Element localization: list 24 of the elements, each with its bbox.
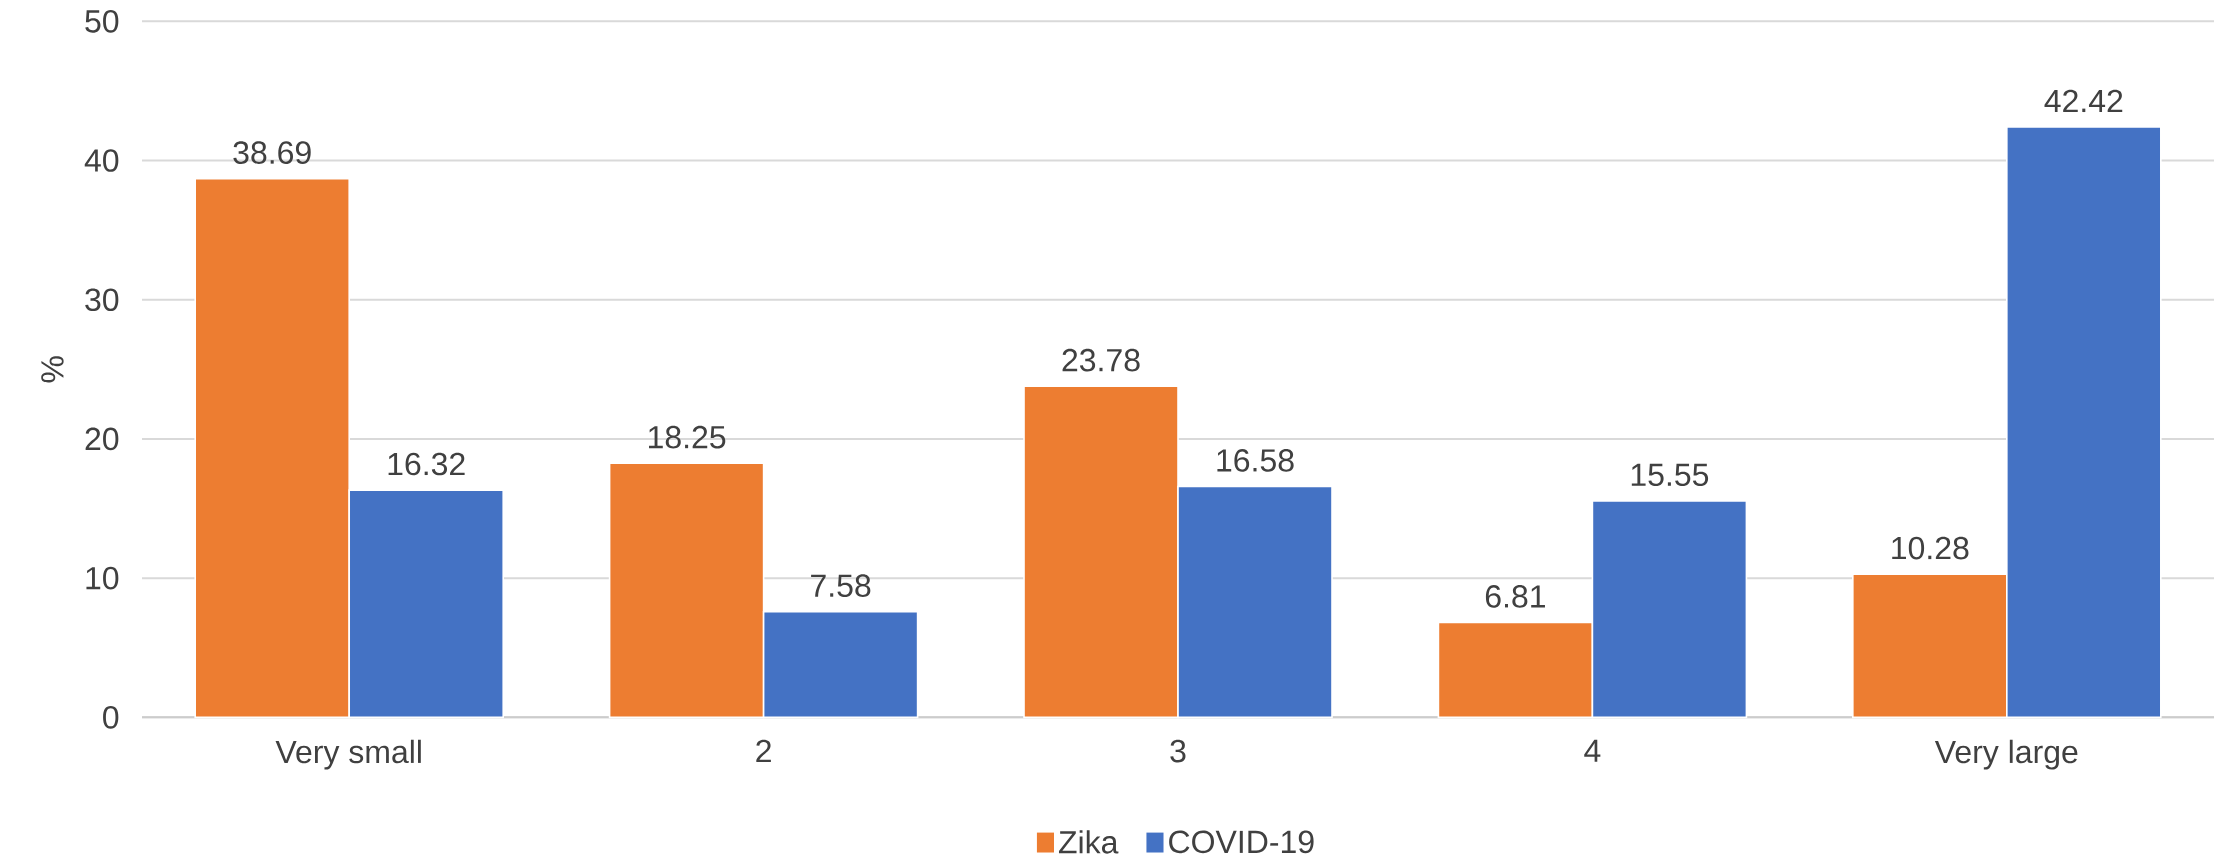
y-axis-title: % [41, 356, 64, 383]
data-label: 7.58 [811, 574, 871, 598]
y-tick-label: 10 [86, 566, 119, 590]
y-tick-label: 40 [84, 149, 119, 172]
x-tick-label: Very large [1934, 739, 2078, 770]
x-tick-label: 4 [1584, 739, 1601, 762]
legend-label: COVID-19 [1169, 830, 1314, 854]
data-label: 42.42 [2044, 89, 2123, 113]
data-label: 15.55 [1631, 463, 1709, 487]
data-label: 16.32 [388, 452, 465, 476]
data-label: 38.69 [233, 141, 311, 165]
x-tick-label: 3 [1170, 739, 1186, 763]
data-label: 16.58 [1217, 449, 1294, 472]
y-tick-label: 0 [103, 706, 119, 729]
y-tick-label: 20 [85, 427, 119, 451]
y-tick-label: 50 [85, 10, 119, 33]
data-label: 23.78 [1062, 348, 1140, 372]
y-tick-label: 30 [85, 288, 119, 312]
data-label: 10.28 [1892, 536, 1969, 560]
legend-label: Zika [1058, 830, 1119, 854]
data-label: 6.81 [1485, 585, 1545, 608]
x-tick-label: 2 [756, 739, 771, 763]
data-label: 18.25 [649, 425, 726, 449]
x-tick-label: Very small [275, 739, 421, 770]
